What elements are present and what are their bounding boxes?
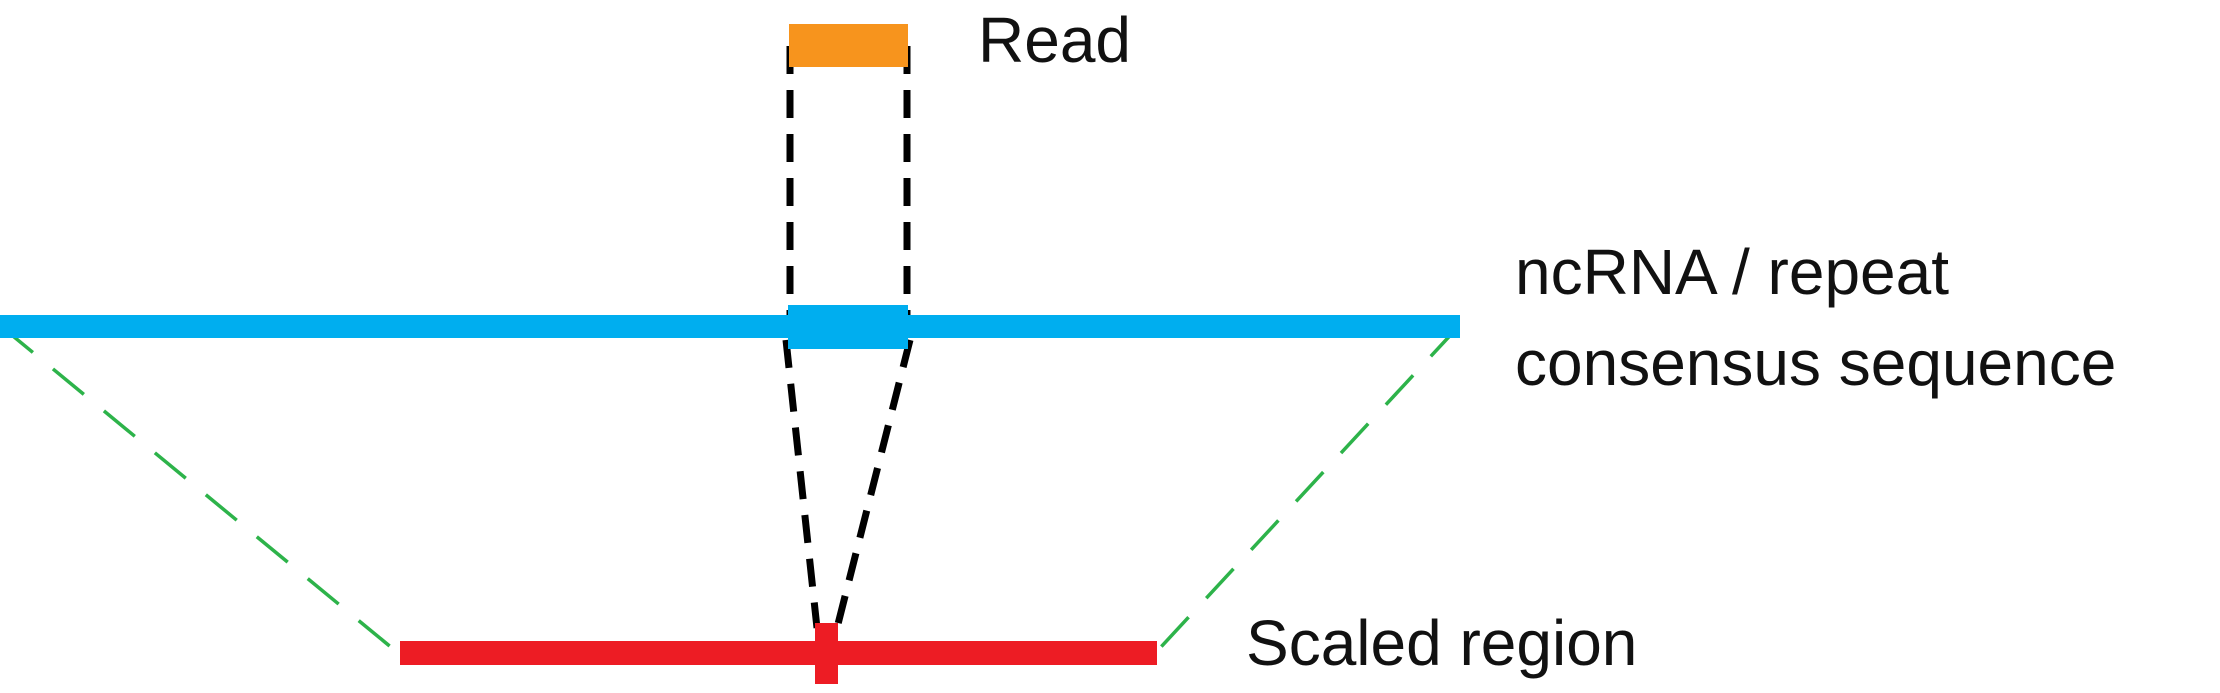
scaled-region-label: Scaled region — [1246, 607, 1637, 679]
right-region-projection-line — [1158, 325, 1460, 650]
scaled-region-read-position-mark — [815, 623, 838, 684]
read-left-projection-lower — [782, 339, 821, 629]
consensus-sequence-bar — [0, 315, 1460, 338]
scaled-region-bar — [400, 641, 1157, 665]
left-region-projection-line — [0, 325, 394, 650]
consensus-label-line2: consensus sequence — [1515, 327, 2116, 399]
read-bar — [789, 24, 908, 67]
consensus-label-line1: ncRNA / repeat — [1515, 236, 1949, 308]
read-right-projection-lower — [833, 339, 914, 629]
read-label: Read — [978, 4, 1131, 76]
consensus-read-mapping-block — [788, 305, 908, 349]
